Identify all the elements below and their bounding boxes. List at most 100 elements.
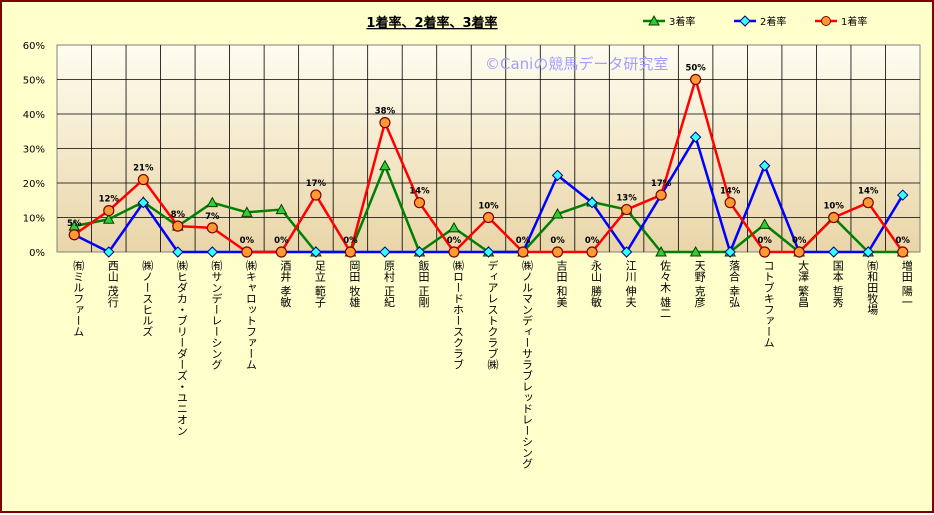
point-marker-1chaku xyxy=(793,246,805,258)
legend-marker xyxy=(821,16,831,26)
point-marker-1chaku xyxy=(724,197,736,209)
point-marker-2chaku xyxy=(586,196,598,209)
data-label: 14% xyxy=(858,187,879,197)
point-marker-2chaku xyxy=(413,246,426,258)
x-category-label: 永山 勝敏 xyxy=(590,259,603,308)
legend-marker xyxy=(648,14,660,26)
point-marker-2chaku xyxy=(689,131,702,143)
point-marker-1chaku xyxy=(103,205,115,217)
point-marker-1chaku xyxy=(379,117,391,129)
x-category-label: 酒井 孝敏 xyxy=(279,260,292,308)
point-marker-1chaku xyxy=(620,203,633,216)
data-label: 8% xyxy=(171,210,186,220)
x-category-label: ㈲和田牧場 xyxy=(866,260,879,316)
data-label: 38% xyxy=(375,107,396,117)
data-label: 0% xyxy=(550,236,565,246)
data-label: 12% xyxy=(99,195,120,205)
data-label: 0% xyxy=(343,236,358,246)
point-marker-1chaku xyxy=(862,197,874,209)
point-marker-2chaku xyxy=(482,246,495,258)
point-marker-1chaku xyxy=(310,189,322,201)
x-category-label: ㈱ノルマンディーサラブレッドレーシング xyxy=(521,260,534,469)
point-marker-1chaku xyxy=(68,229,80,241)
x-category-label: 大澤 繁昌 xyxy=(797,259,810,308)
data-label: 7% xyxy=(205,212,220,222)
data-label: 13% xyxy=(616,194,637,204)
x-category-label: ㈱ノースヒルズ xyxy=(141,260,154,337)
y-tick-label: 50% xyxy=(23,76,45,87)
data-label: 21% xyxy=(133,164,154,174)
data-label: 0% xyxy=(274,236,289,246)
point-marker-1chaku xyxy=(586,246,598,258)
point-marker-1chaku xyxy=(137,173,149,186)
x-category-label: 天野 克彦 xyxy=(693,260,706,308)
data-label: 10% xyxy=(478,202,499,212)
point-marker-3chaku xyxy=(379,159,391,171)
point-marker-3chaku xyxy=(206,196,219,208)
chart-title: 1着率、2着率、3着率 xyxy=(366,15,497,31)
point-marker-3chaku xyxy=(689,245,702,257)
point-marker-2chaku xyxy=(551,169,564,182)
x-category-label: 西山 茂行 xyxy=(106,260,119,308)
point-marker-1chaku xyxy=(275,246,287,258)
point-marker-1chaku xyxy=(482,211,495,224)
data-label: 5% xyxy=(67,219,82,229)
legend-label: 1着率 xyxy=(841,15,867,28)
point-marker-3chaku xyxy=(241,206,253,217)
point-marker-1chaku xyxy=(206,222,218,234)
legend-label: 2着率 xyxy=(760,15,786,28)
point-marker-1chaku xyxy=(690,73,702,86)
data-label: 0% xyxy=(516,236,531,246)
point-marker-2chaku xyxy=(379,246,391,258)
point-marker-3chaku xyxy=(448,221,460,233)
point-marker-1chaku xyxy=(172,220,184,232)
point-marker-3chaku xyxy=(655,245,667,257)
data-label: 10% xyxy=(824,202,845,212)
point-marker-2chaku xyxy=(827,246,840,258)
x-category-label: 増田 陽一 xyxy=(900,260,913,308)
data-label: 50% xyxy=(685,64,706,74)
data-label: 17% xyxy=(651,179,672,189)
point-marker-1chaku xyxy=(655,189,667,201)
point-marker-1chaku xyxy=(448,246,460,258)
data-label: 0% xyxy=(240,236,255,246)
y-tick-label: 20% xyxy=(23,179,45,190)
point-marker-1chaku xyxy=(241,246,253,258)
point-marker-2chaku xyxy=(137,196,150,209)
data-label: 0% xyxy=(447,236,462,246)
y-tick-label: 40% xyxy=(23,110,45,121)
point-marker-1chaku xyxy=(551,246,564,258)
x-category-label: ㈱ロードホースクラブ xyxy=(451,260,464,370)
x-category-label: ㈱キャロットファーム xyxy=(244,260,257,370)
x-category-label: ディアレストクラブ㈱ xyxy=(486,259,499,370)
legend-label: 3着率 xyxy=(669,15,695,28)
point-marker-2chaku xyxy=(897,189,909,201)
point-marker-1chaku xyxy=(759,246,771,258)
data-label: 14% xyxy=(720,187,741,197)
point-marker-3chaku xyxy=(758,218,771,229)
legend-marker xyxy=(739,15,751,27)
point-marker-3chaku xyxy=(102,213,115,224)
point-marker-2chaku xyxy=(862,246,874,258)
x-category-label: 原村 正紀 xyxy=(382,260,395,308)
point-marker-2chaku xyxy=(310,246,322,258)
point-marker-2chaku xyxy=(620,246,633,258)
point-marker-1chaku xyxy=(828,211,840,224)
x-category-label: 足立 範子 xyxy=(313,260,326,308)
data-label: 0% xyxy=(792,236,807,246)
data-label: 0% xyxy=(896,236,911,246)
data-label: 14% xyxy=(409,187,430,197)
x-category-label: コトブキファーム xyxy=(762,260,775,348)
point-marker-2chaku xyxy=(724,246,736,258)
y-tick-label: 10% xyxy=(23,214,45,225)
point-marker-2chaku xyxy=(103,246,115,258)
point-marker-2chaku xyxy=(206,246,219,258)
x-category-label: 落合 幸弘 xyxy=(728,260,741,308)
point-marker-2chaku xyxy=(172,246,184,258)
x-category-label: 佐々木 雄二 xyxy=(659,259,672,319)
point-marker-1chaku xyxy=(344,246,357,258)
y-tick-label: 30% xyxy=(23,145,45,156)
point-marker-3chaku xyxy=(275,203,288,215)
